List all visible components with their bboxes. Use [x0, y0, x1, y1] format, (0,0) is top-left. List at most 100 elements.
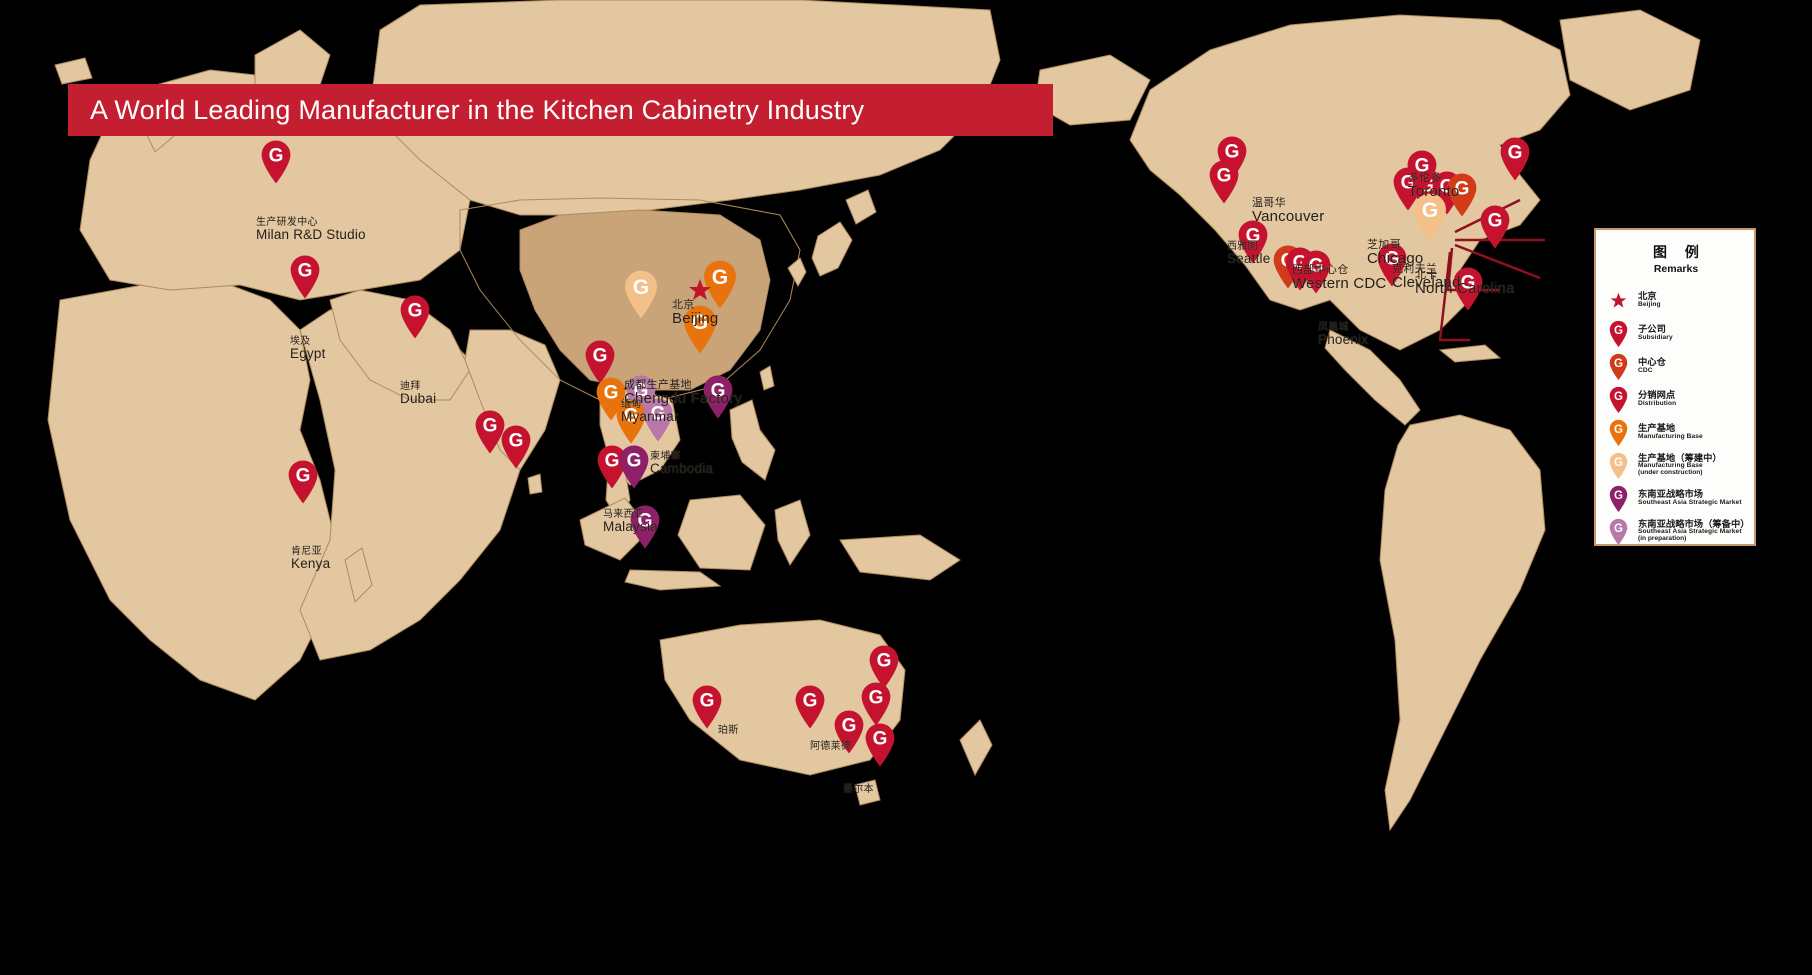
map-pin-india-west[interactable]: G [473, 409, 507, 455]
legend-title-cn: 图 例 [1653, 244, 1706, 260]
sulawesi [774, 499, 811, 567]
india [464, 329, 561, 471]
svg-text:G: G [1488, 211, 1503, 232]
asia-outline [459, 197, 801, 401]
svg-text:G: G [1415, 156, 1430, 177]
svg-text:G: G [633, 276, 649, 299]
svg-text:G: G [700, 691, 715, 712]
svg-text:G: G [1614, 523, 1623, 535]
legend-panel: 图 例 Remarks 北京 Beijing G 子公司 Subsidiary G 中心仓 C… [1594, 228, 1756, 546]
map-pin-sydney[interactable]: G [867, 644, 901, 690]
map-pin-melbourne-2[interactable]: G [863, 722, 897, 768]
map-pin-texas[interactable]: G [1375, 242, 1409, 288]
map-pin-north-carolina[interactable]: G [1411, 192, 1449, 243]
svg-text:G: G [869, 688, 884, 709]
svg-text:G: G [269, 146, 284, 167]
svg-text:G: G [298, 261, 313, 282]
map-pin-dubai[interactable]: G [398, 294, 432, 340]
legend-rows: 北京 Beijing G 子公司 Subsidiary G 中心仓 CDC G 分销网点 Distr… [1606, 284, 1750, 548]
svg-text:G: G [624, 406, 639, 427]
map-pin-chengdu[interactable]: G [622, 269, 660, 320]
legend-row-2: G 中心仓 CDC [1606, 350, 1746, 383]
map-pin-thailand-s[interactable]: G [614, 399, 648, 445]
legend-row-text: 子公司 Subsidiary [1638, 324, 1673, 342]
map-pin-brisbane[interactable]: G [859, 681, 893, 727]
svg-text:G: G [651, 404, 666, 425]
legend-label-en: Southeast Asia Strategic Market [1638, 528, 1742, 536]
svg-text:G: G [593, 346, 608, 367]
map-pin-cleveland-1[interactable]: G [1405, 149, 1439, 195]
map-pin-seattle[interactable]: G [1236, 219, 1270, 265]
legend-label-en2: (in preparation) [1638, 535, 1687, 543]
svg-text:G: G [1401, 173, 1416, 194]
svg-text:G: G [408, 301, 423, 322]
svg-text:G: G [1309, 256, 1324, 277]
legend-row-7: G 东南亚战略市场（筹备中） Southeast Asia Strategic Ma… [1606, 515, 1750, 548]
map-pin-vancouver-2[interactable]: G [1207, 159, 1241, 205]
map-pin-virginia[interactable]: G [1478, 204, 1512, 250]
map-pin-florida[interactable]: G [1451, 266, 1485, 312]
legend-label-en2: (under construction) [1638, 469, 1703, 477]
map-pin-milan[interactable]: G [259, 139, 293, 185]
caribbean [1438, 344, 1502, 363]
map-pin-china-east-2[interactable]: G [681, 304, 719, 355]
legend-row-text: 分销网点 Distribution [1638, 390, 1676, 408]
legend-label-en: Manufacturing Base [1638, 462, 1703, 470]
map-pin-perth[interactable]: G [690, 684, 724, 730]
legend-title-en: Remarks [1653, 263, 1699, 275]
map-pin-egypt[interactable]: G [288, 254, 322, 300]
map-pin-melbourne-1[interactable]: G [832, 709, 866, 755]
svg-text:G: G [1385, 249, 1400, 270]
legend-label-cn: 生产基地 [1638, 423, 1676, 434]
svg-text:G: G [1422, 199, 1438, 222]
legend-row-text: 东南亚战略市场 Southeast Asia Strategic Market [1638, 489, 1742, 507]
map-pin-indonesia[interactable]: G [628, 504, 662, 550]
legend-pin-icon: G [1606, 320, 1631, 348]
svg-text:G: G [1614, 391, 1623, 403]
svg-text:G: G [483, 416, 498, 437]
svg-text:G: G [1217, 166, 1232, 187]
map-pin-phoenix[interactable]: G [1299, 249, 1333, 295]
tasmania [854, 779, 881, 806]
taiwan [759, 365, 775, 391]
map-pin-vietnam-s[interactable]: G [641, 397, 675, 443]
legend-label-en: Subsidiary [1638, 333, 1673, 341]
title-banner: A World Leading Manufacturer in the Kitc… [68, 84, 1053, 136]
svg-text:G: G [1614, 490, 1623, 502]
map-pin-china-east-1[interactable]: G [701, 259, 739, 310]
svg-text:G: G [711, 381, 726, 402]
svg-text:G: G [1508, 143, 1523, 164]
svg-text:G: G [1614, 457, 1623, 469]
sri-lanka [527, 473, 543, 495]
legend-label-cn: 子公司 [1638, 324, 1666, 335]
map-pin-malaysia-e[interactable]: G [617, 444, 651, 490]
map-pin-cleveland-3[interactable]: G [1445, 172, 1479, 218]
svg-text:G: G [842, 716, 857, 737]
svg-text:G: G [1225, 142, 1240, 163]
legend-pin-icon: G [1606, 353, 1631, 381]
svg-text:G: G [634, 381, 649, 402]
legend-label-en: Beijing [1638, 300, 1661, 308]
svg-text:G: G [803, 691, 818, 712]
middle-east [329, 289, 471, 401]
svg-text:G: G [627, 451, 642, 472]
map-pin-adelaide[interactable]: G [793, 684, 827, 730]
beijing-star-icon [688, 278, 712, 302]
legend-pin-icon: G [1606, 518, 1631, 546]
svg-text:G: G [877, 651, 892, 672]
map-pin-kenya[interactable]: G [286, 459, 320, 505]
svg-text:G: G [509, 431, 524, 452]
map-pin-india-south[interactable]: G [499, 424, 533, 470]
map-pin-toronto[interactable]: G [1498, 136, 1532, 182]
svg-text:G: G [638, 511, 653, 532]
map-pin-philippines[interactable]: G [701, 374, 735, 420]
map-pin-malaysia-w[interactable]: G [595, 444, 629, 490]
korea [787, 257, 807, 288]
map-pin-myanmar[interactable]: G [583, 339, 617, 385]
legend-label-cn: 生产基地（筹建中） [1638, 452, 1722, 463]
legend-pin-icon: G [1606, 386, 1631, 414]
legend-title: 图 例 Remarks [1606, 242, 1746, 275]
legend-row-0: 北京 Beijing [1606, 284, 1746, 317]
svg-text:G: G [1246, 226, 1261, 247]
